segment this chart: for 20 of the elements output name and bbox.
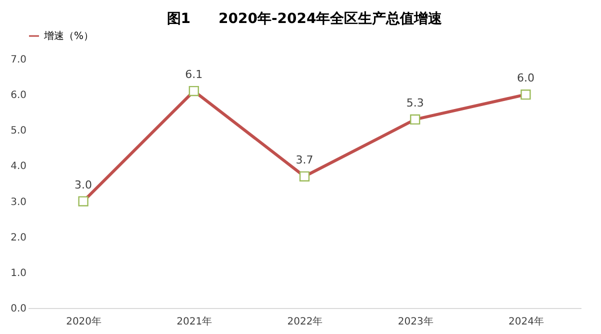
data-label: 5.3 xyxy=(406,96,424,110)
y-tick-label: 6.0 xyxy=(10,90,26,102)
data-label: 6.0 xyxy=(516,72,534,85)
x-tick-label: 2021年 xyxy=(176,316,212,328)
data-label: 3.7 xyxy=(296,153,314,166)
y-tick-label: 4.0 xyxy=(10,161,26,172)
data-label: 6.1 xyxy=(185,68,203,82)
y-tick-label: 2.0 xyxy=(10,232,26,244)
x-tick-label: 2022年 xyxy=(287,316,323,328)
data-label: 3.0 xyxy=(74,178,92,192)
y-tick-label: 5.0 xyxy=(10,126,26,137)
chart-title: 图1 2020年-2024年全区生产总值增速 xyxy=(166,10,444,27)
y-tick-label: 0.0 xyxy=(10,304,26,314)
x-tick-label: 2023年 xyxy=(398,316,434,328)
y-tick-label: 7.0 xyxy=(10,54,26,66)
y-tick-label: 1.0 xyxy=(10,268,26,279)
y-tick-label: 3.0 xyxy=(10,196,26,208)
x-tick-label: 2024年 xyxy=(508,316,544,328)
legend-label: 增速（%） xyxy=(43,30,94,42)
x-tick-label: 2020年 xyxy=(66,316,102,328)
